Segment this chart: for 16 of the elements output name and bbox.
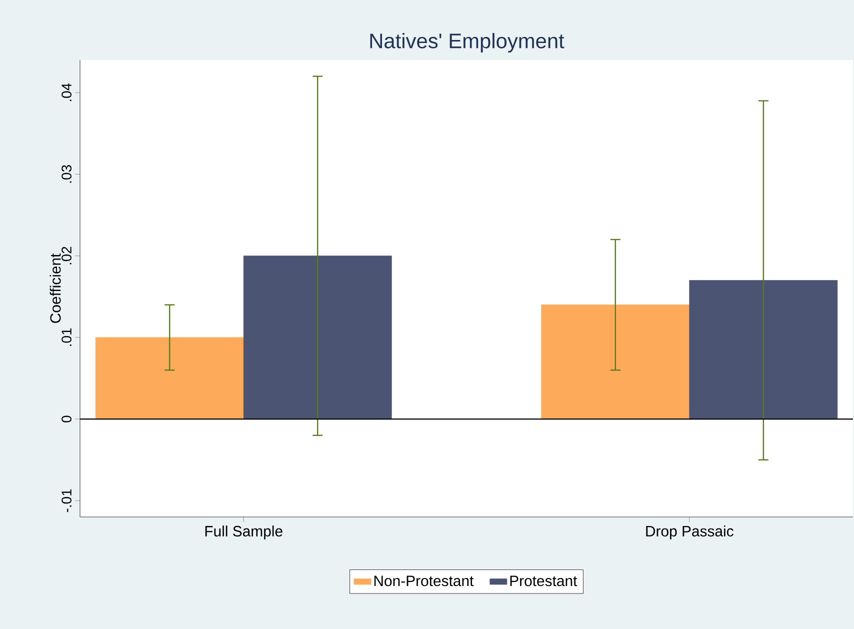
y-tick-label: -.01 [62, 489, 72, 512]
y-tick-label: 0 [62, 416, 72, 422]
x-tick-label: Full Sample [205, 526, 282, 540]
bar [541, 304, 690, 420]
legend-label: Non-Protestant [374, 576, 474, 586]
y-tick-label: .04 [62, 83, 72, 102]
chart-title: Natives' Employment [370, 32, 564, 52]
bar [95, 337, 244, 420]
bar [689, 280, 838, 420]
y-axis-title: Coefficient [50, 253, 61, 323]
y-tick-label: .02 [62, 246, 72, 264]
x-tick-label: Drop Passaic [646, 526, 734, 540]
y-tick-label: .03 [62, 165, 72, 183]
y-tick-label: .01 [62, 328, 72, 346]
bar [243, 256, 392, 420]
legend-label: Protestant [510, 576, 578, 586]
